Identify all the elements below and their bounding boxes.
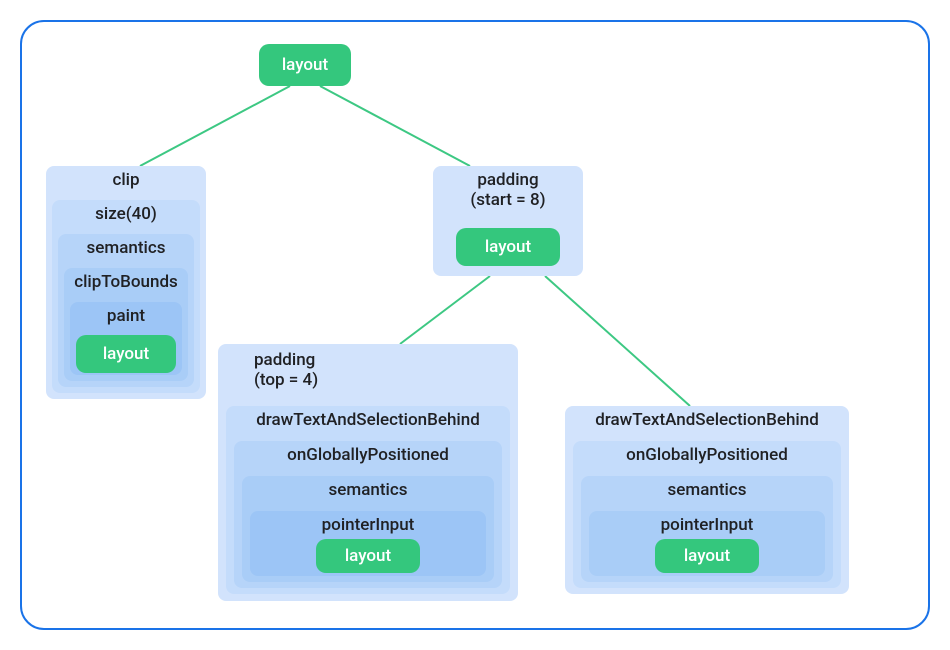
node-n2a: layout bbox=[456, 228, 560, 266]
node-label: layout bbox=[485, 237, 531, 257]
node-label: clip bbox=[112, 170, 139, 190]
node-label: padding (start = 8) bbox=[470, 170, 545, 210]
node-label: size(40) bbox=[95, 204, 157, 224]
node-label: padding (top = 4) bbox=[254, 350, 318, 390]
node-label: layout bbox=[684, 546, 730, 566]
node-n3e: layout bbox=[316, 539, 420, 573]
node-label: pointerInput bbox=[322, 515, 415, 535]
node-label: layout bbox=[103, 344, 149, 364]
node-label: layout bbox=[282, 55, 328, 75]
node-label: pointerInput bbox=[661, 515, 754, 535]
node-label: semantics bbox=[668, 480, 747, 500]
node-n1e: layout bbox=[76, 335, 176, 373]
node-label: drawTextAndSelectionBehind bbox=[256, 410, 480, 430]
node-label: paint bbox=[107, 306, 145, 326]
node-label: layout bbox=[345, 546, 391, 566]
node-n4d: layout bbox=[655, 539, 759, 573]
node-label: onGloballyPositioned bbox=[287, 445, 449, 465]
node-label: drawTextAndSelectionBehind bbox=[595, 410, 819, 430]
node-label: semantics bbox=[87, 238, 166, 258]
diagram-stage: layout clip size(40) semantics clipToBounds p… bbox=[0, 0, 950, 650]
node-label: semantics bbox=[329, 480, 408, 500]
node-label: clipToBounds bbox=[74, 272, 178, 292]
node-root: layout bbox=[259, 44, 351, 86]
node-label: onGloballyPositioned bbox=[626, 445, 788, 465]
